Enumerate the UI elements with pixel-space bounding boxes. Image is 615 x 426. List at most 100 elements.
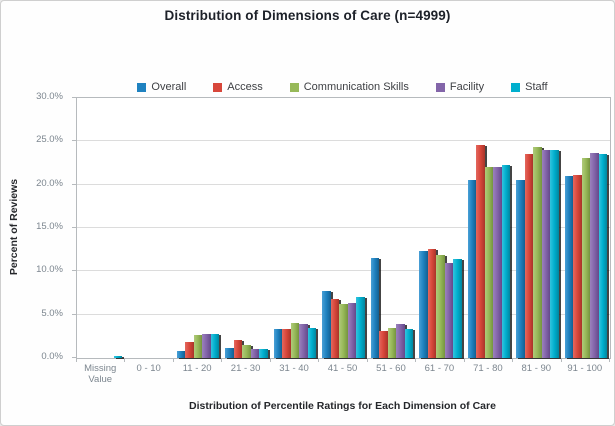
x-tick-mark: [124, 358, 126, 362]
legend-label: Overall: [151, 81, 187, 93]
y-tick-label: 15.0%: [36, 221, 63, 232]
bar-overall: [564, 176, 573, 358]
bar-overall: [419, 250, 428, 358]
bar-facility: [347, 303, 357, 358]
bar-group-2: [174, 98, 222, 358]
x-tick-label: 11 - 20: [182, 363, 212, 374]
legend-label: Staff: [525, 81, 548, 93]
bar-communication-skills: [242, 345, 251, 358]
y-tick-mark: [72, 357, 76, 358]
bar-staff: [210, 333, 220, 358]
bar-staff: [453, 259, 462, 358]
bar-overall: [225, 347, 234, 358]
x-tick-label: 91 - 100: [567, 363, 603, 374]
bar-communication-skills: [193, 334, 203, 358]
bar-group-8: [465, 98, 513, 358]
x-tick-mark: [221, 358, 223, 362]
legend-swatch-icon: [435, 82, 445, 92]
x-tick-label: 61 - 70: [424, 363, 455, 374]
legend-swatch-icon: [511, 82, 521, 92]
bar-group-5: [319, 98, 367, 358]
bar-communication-skills: [339, 304, 348, 358]
bar-access: [185, 341, 194, 358]
y-axis: 0.0% 5.0% 10.0% 15.0% 20.0% 25.0% 30.0%: [1, 91, 69, 362]
bars-row: [77, 98, 610, 358]
bar-overall: [176, 351, 186, 358]
bar-access: [233, 339, 243, 358]
y-tick-label: 30.0%: [36, 91, 63, 102]
legend-label: Facility: [449, 81, 485, 93]
bar-communication-skills: [484, 167, 494, 358]
bar-communication-skills: [436, 254, 445, 358]
x-tick-mark: [560, 358, 562, 362]
bar-group-7: [416, 98, 464, 358]
x-tick-mark: [318, 358, 320, 362]
x-tick-label: 0 - 10: [136, 363, 161, 374]
x-tick-mark: [415, 358, 417, 362]
chart-title: Distribution of Dimensions of Care (n=49…: [164, 8, 451, 23]
bar-group-1: [125, 98, 173, 358]
legend-item-2: Communication Skills: [289, 81, 409, 93]
x-tick-mark: [172, 358, 174, 362]
bar-staff: [356, 297, 365, 358]
bar-staff: [598, 154, 607, 358]
bar-group-9: [513, 98, 561, 358]
bar-staff: [550, 150, 559, 358]
bar-facility: [541, 150, 551, 358]
y-tick-mark: [72, 313, 76, 315]
x-tick-mark: [76, 358, 77, 362]
x-axis-labels: Missing Value 0 - 10 11 - 20 21 - 30 31 - 40…: [76, 363, 609, 386]
y-tick-mark: [72, 270, 76, 272]
bar-access: [573, 175, 582, 358]
bar-facility: [396, 324, 405, 358]
y-tick-label: 25.0%: [36, 134, 63, 146]
x-tick-label: 31 - 40: [279, 363, 309, 374]
bar-overall: [322, 291, 331, 358]
bar-communication-skills: [581, 157, 590, 358]
x-tick-label: 81 - 90: [521, 363, 552, 374]
bar-access: [524, 154, 534, 358]
x-axis-title: Distribution of Percentile Ratings for E…: [189, 400, 496, 412]
x-tick-label: 51 - 60: [376, 363, 406, 374]
bar-access: [330, 299, 340, 358]
y-tick-mark: [72, 140, 76, 142]
legend-item-4: Staff: [511, 81, 548, 93]
x-tick-mark: [609, 358, 610, 362]
y-tick-mark: [72, 183, 76, 185]
bar-group-10: [562, 98, 610, 358]
bar-communication-skills: [387, 327, 397, 358]
legend-label: Communication Skills: [303, 81, 409, 93]
gridline: [77, 227, 610, 228]
legend-swatch-icon: [289, 82, 299, 92]
y-tick-mark: [72, 97, 76, 98]
x-tick-label: 71 - 80: [473, 363, 503, 374]
bar-access: [379, 331, 388, 358]
x-tick-mark: [463, 358, 465, 362]
y-tick-label: 20.0%: [36, 177, 63, 189]
bar-overall: [370, 257, 380, 358]
bar-facility: [250, 348, 260, 358]
bar-overall: [467, 180, 477, 358]
bar-staff: [307, 327, 317, 358]
gridline: [77, 140, 610, 142]
x-tick-label: 41 - 50: [327, 363, 358, 374]
bar-staff: [501, 164, 511, 358]
bar-group-3: [222, 98, 270, 358]
legend-item-3: Facility: [435, 81, 485, 93]
plot-area: [76, 97, 611, 359]
bar-facility: [590, 152, 599, 358]
legend-item-0: Overall: [137, 81, 186, 93]
bar-overall: [273, 328, 283, 358]
legend-swatch-icon: [137, 82, 147, 92]
legend: Overall Access Communication Skills Facilit…: [76, 79, 609, 95]
bar-staff: [113, 356, 123, 358]
bar-overall: [516, 179, 525, 358]
y-tick-label: 10.0%: [36, 264, 63, 276]
y-tick-label: 5.0%: [41, 307, 63, 319]
bar-group-0: [77, 98, 125, 358]
bar-facility: [299, 324, 308, 358]
bar-communication-skills: [290, 323, 300, 358]
legend-item-1: Access: [213, 81, 263, 93]
gridline: [77, 183, 610, 185]
